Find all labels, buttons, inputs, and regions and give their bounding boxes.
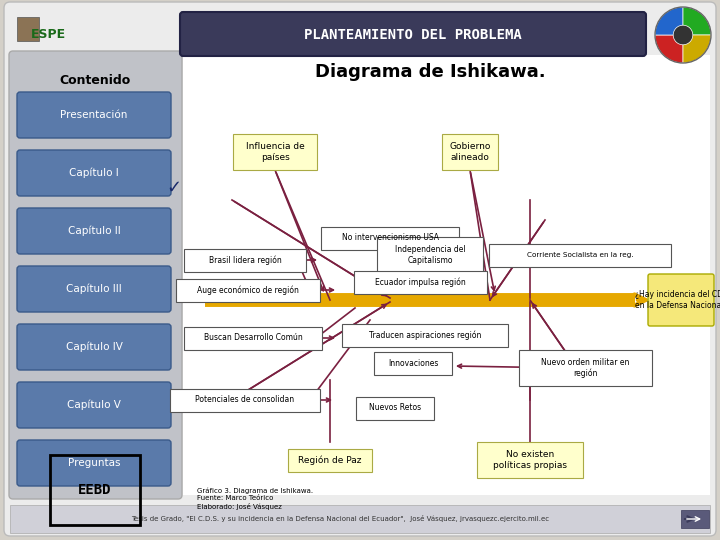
FancyBboxPatch shape (184, 327, 323, 349)
Text: No existen
políticas propias: No existen políticas propias (493, 450, 567, 470)
Text: Brasil lidera región: Brasil lidera región (209, 255, 282, 265)
Text: Traducen aspiraciones región: Traducen aspiraciones región (369, 330, 481, 340)
FancyBboxPatch shape (354, 271, 487, 294)
FancyBboxPatch shape (320, 226, 459, 249)
Text: ✓: ✓ (166, 179, 181, 197)
Text: Gobierno
alineado: Gobierno alineado (449, 143, 491, 161)
Text: Presentación: Presentación (60, 110, 127, 120)
Text: Buscan Desarrollo Común: Buscan Desarrollo Común (204, 334, 302, 342)
FancyBboxPatch shape (4, 2, 716, 536)
FancyBboxPatch shape (176, 279, 320, 301)
FancyBboxPatch shape (17, 208, 171, 254)
Text: Contenido: Contenido (59, 73, 130, 86)
FancyBboxPatch shape (170, 388, 320, 411)
Circle shape (673, 25, 693, 45)
Wedge shape (655, 35, 683, 63)
Text: Preguntas: Preguntas (68, 458, 120, 468)
Text: Nuevos Retos: Nuevos Retos (369, 403, 421, 413)
Text: ESPE: ESPE (30, 29, 66, 42)
Text: No intervencionismo USA: No intervencionismo USA (341, 233, 438, 242)
FancyBboxPatch shape (17, 266, 171, 312)
FancyBboxPatch shape (356, 396, 434, 420)
Text: Capítulo II: Capítulo II (68, 226, 120, 237)
Text: Independencia del
Capitalismo: Independencia del Capitalismo (395, 245, 465, 265)
FancyBboxPatch shape (233, 134, 317, 170)
Text: Ecuador impulsa región: Ecuador impulsa región (374, 277, 465, 287)
FancyBboxPatch shape (648, 274, 714, 326)
Text: Capítulo V: Capítulo V (67, 400, 121, 410)
FancyBboxPatch shape (9, 51, 182, 499)
Text: PLANTEAMIENTO DEL PROBLEMA: PLANTEAMIENTO DEL PROBLEMA (304, 28, 522, 42)
Text: Potenciales de consolidan: Potenciales de consolidan (195, 395, 294, 404)
FancyBboxPatch shape (342, 323, 508, 347)
Text: Capítulo IV: Capítulo IV (66, 342, 122, 352)
FancyBboxPatch shape (17, 92, 171, 138)
Text: Influencia de
países: Influencia de países (246, 143, 305, 161)
Text: Corriente Socialista en la reg.: Corriente Socialista en la reg. (527, 252, 634, 258)
FancyBboxPatch shape (17, 324, 171, 370)
FancyBboxPatch shape (489, 244, 671, 267)
FancyBboxPatch shape (17, 17, 39, 41)
FancyBboxPatch shape (518, 350, 652, 386)
Text: ¿Hay incidencia del CDS
en la Defensa Nacional?: ¿Hay incidencia del CDS en la Defensa Na… (634, 291, 720, 310)
Text: Nuevo orden militar en
región: Nuevo orden militar en región (541, 358, 629, 378)
FancyBboxPatch shape (374, 352, 452, 375)
FancyBboxPatch shape (184, 248, 306, 272)
FancyBboxPatch shape (681, 510, 709, 528)
Text: Tesis de Grado, "El C.D.S. y su incidencia en la Defensa Nacional del Ecuador", : Tesis de Grado, "El C.D.S. y su incidenc… (131, 516, 549, 523)
Text: Capítulo III: Capítulo III (66, 284, 122, 294)
FancyBboxPatch shape (10, 505, 710, 533)
FancyBboxPatch shape (377, 237, 482, 273)
Text: EEBD: EEBD (78, 483, 112, 497)
FancyBboxPatch shape (183, 55, 710, 495)
Text: Auge económico de región: Auge económico de región (197, 285, 299, 295)
Text: Innovaciones: Innovaciones (388, 359, 438, 368)
Text: Diagrama de Ishikawa.: Diagrama de Ishikawa. (315, 63, 545, 81)
Wedge shape (683, 7, 711, 35)
FancyBboxPatch shape (442, 134, 498, 170)
FancyBboxPatch shape (17, 382, 171, 428)
FancyBboxPatch shape (180, 12, 646, 56)
Text: Gráfico 3. Diagrama de Ishikawa.
Fuente: Marco Teórico
Elaborado: José Vásquez: Gráfico 3. Diagrama de Ishikawa. Fuente:… (197, 488, 313, 510)
Text: Región de Paz: Región de Paz (298, 455, 361, 465)
FancyBboxPatch shape (477, 442, 582, 478)
Wedge shape (655, 7, 683, 35)
FancyBboxPatch shape (288, 449, 372, 471)
FancyBboxPatch shape (17, 440, 171, 486)
FancyBboxPatch shape (17, 150, 171, 196)
Text: Capítulo I: Capítulo I (69, 168, 119, 178)
Wedge shape (683, 35, 711, 63)
